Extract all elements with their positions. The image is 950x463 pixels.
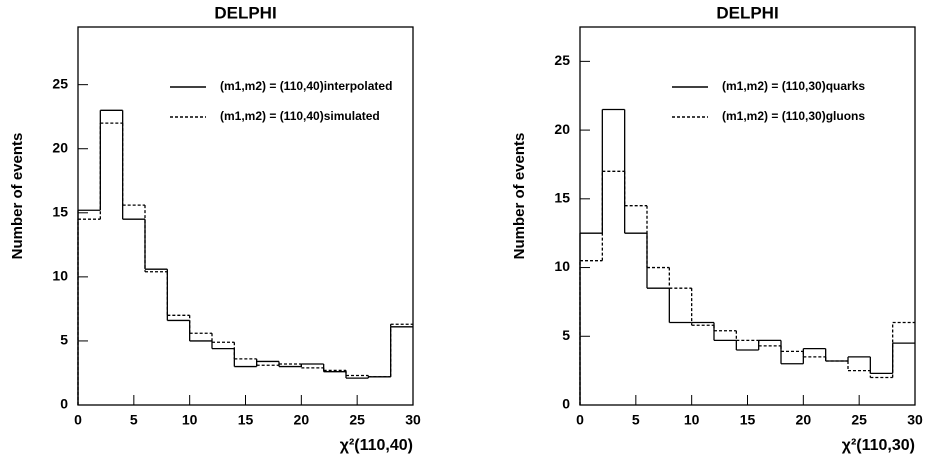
x-tick-label: 20 (294, 412, 310, 428)
chart-title: DELPHI (716, 3, 778, 22)
legend-label: (m1,m2) = (110,30)gluons (722, 109, 865, 123)
y-tick-label: 25 (52, 75, 68, 91)
y-tick-label: 25 (554, 52, 570, 68)
y-tick-label: 20 (554, 121, 570, 137)
legend-label: (m1,m2) = (110,40)simulated (220, 109, 380, 123)
x-tick-label: 10 (182, 412, 198, 428)
plot-frame (579, 26, 916, 406)
y-tick-label: 15 (52, 203, 68, 219)
x-tick-label: 25 (851, 412, 867, 428)
x-tick-label: 15 (740, 412, 756, 428)
y-tick-label: 0 (60, 396, 68, 412)
x-tick-label: 20 (796, 412, 812, 428)
legend-label: (m1,m2) = (110,40)interpolated (220, 79, 392, 93)
x-axis-label: χ²(110,30) (842, 437, 915, 454)
x-tick-label: 30 (405, 412, 421, 428)
x-tick-label: 10 (684, 412, 700, 428)
x-tick-label: 5 (130, 412, 138, 428)
y-tick-label: 5 (562, 327, 570, 343)
x-axis-label: χ²(110,40) (340, 437, 413, 454)
y-tick-label: 10 (52, 268, 68, 284)
y-tick-label: 10 (554, 258, 570, 274)
legend-label: (m1,m2) = (110,30)quarks (722, 79, 865, 93)
y-tick-label: 20 (52, 139, 68, 155)
x-tick-label: 15 (238, 412, 254, 428)
x-tick-label: 0 (576, 412, 584, 428)
y-tick-label: 0 (562, 396, 570, 412)
x-tick-label: 0 (74, 412, 82, 428)
y-axis-label: Number of events (9, 133, 26, 260)
y-tick-label: 5 (60, 332, 68, 348)
y-tick-label: 15 (554, 190, 570, 206)
chart-title: DELPHI (214, 3, 276, 22)
x-tick-label: 25 (349, 412, 365, 428)
x-tick-label: 30 (907, 412, 923, 428)
y-axis-label: Number of events (511, 133, 528, 260)
plot-frame (77, 26, 414, 406)
x-tick-label: 5 (632, 412, 640, 428)
